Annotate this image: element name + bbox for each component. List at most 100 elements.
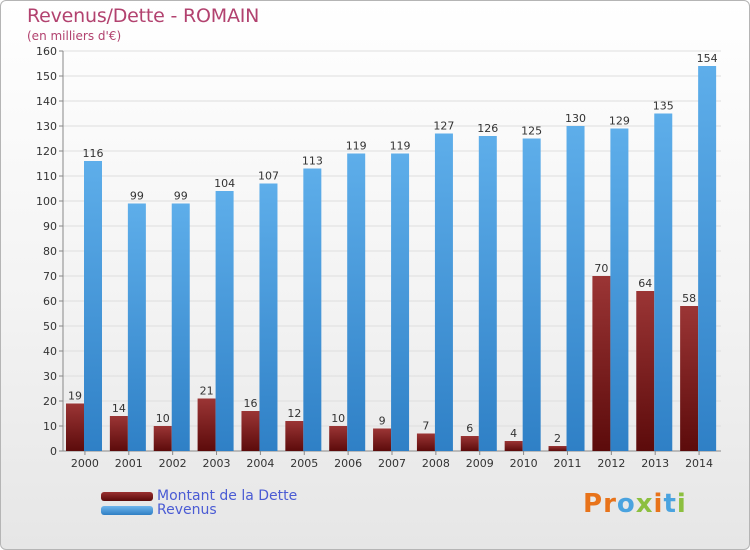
x-tick-label: 2012 xyxy=(597,457,625,470)
y-tick-label: 20 xyxy=(43,395,57,408)
bar-dette xyxy=(548,446,567,451)
legend-label-revenus: Revenus xyxy=(157,502,217,518)
data-label-revenus: 126 xyxy=(477,122,498,135)
x-tick-label: 2008 xyxy=(422,457,450,470)
y-tick-label: 140 xyxy=(36,95,57,108)
data-label-revenus: 154 xyxy=(697,52,718,65)
bar-revenus xyxy=(303,168,322,451)
data-label-revenus: 135 xyxy=(653,100,674,113)
y-tick-label: 120 xyxy=(36,145,57,158)
x-tick-label: 2006 xyxy=(334,457,362,470)
bar-dette xyxy=(66,403,84,451)
logo-letter: r xyxy=(603,489,617,519)
x-tick-label: 2009 xyxy=(466,457,494,470)
data-label-dette: 10 xyxy=(156,412,170,425)
data-label-dette: 7 xyxy=(422,420,429,433)
bar-revenus xyxy=(698,66,717,451)
logo-letter: o xyxy=(616,489,636,519)
y-tick-label: 40 xyxy=(43,345,57,358)
chart-title: Revenus/Dette - ROMAIN xyxy=(27,5,260,27)
legend-item-dette: Montant de la Dette xyxy=(101,488,297,504)
bar-dette xyxy=(460,436,479,451)
data-label-dette: 4 xyxy=(510,427,517,440)
bar-revenus xyxy=(654,113,673,451)
x-tick-label: 2014 xyxy=(685,457,713,470)
data-label-dette: 2 xyxy=(554,432,561,445)
data-label-revenus: 116 xyxy=(83,147,104,160)
y-tick-label: 80 xyxy=(43,245,57,258)
data-label-dette: 9 xyxy=(379,415,386,428)
bar-revenus xyxy=(434,133,453,451)
y-tick-label: 160 xyxy=(36,45,57,58)
data-label-revenus: 125 xyxy=(521,125,542,138)
bar-dette xyxy=(680,306,699,451)
legend-swatch-dette xyxy=(101,491,153,501)
y-tick-label: 70 xyxy=(43,270,57,283)
x-tick-label: 2004 xyxy=(246,457,274,470)
bar-dette xyxy=(592,276,611,451)
logo-letter: i xyxy=(653,489,664,519)
data-label-dette: 70 xyxy=(594,262,608,275)
data-label-dette: 6 xyxy=(466,422,473,435)
bar-dette xyxy=(504,441,523,451)
x-tick-label: 2011 xyxy=(553,457,581,470)
logo-letter: t xyxy=(663,489,677,519)
y-tick-label: 150 xyxy=(36,70,57,83)
bar-revenus xyxy=(566,126,585,451)
data-label-revenus: 130 xyxy=(565,112,586,125)
bar-revenus xyxy=(259,183,278,451)
logo-letter: i xyxy=(676,489,687,519)
bar-revenus xyxy=(522,138,541,451)
y-tick-label: 10 xyxy=(43,420,57,433)
bar-dette xyxy=(416,433,435,451)
bar-dette xyxy=(153,426,172,451)
data-label-dette: 21 xyxy=(200,385,214,398)
data-label-dette: 12 xyxy=(287,407,301,420)
bar-dette xyxy=(329,426,348,451)
legend-swatch-revenus xyxy=(101,505,153,515)
y-tick-label: 90 xyxy=(43,220,57,233)
legend-item-revenus: Revenus xyxy=(101,502,217,518)
bar-revenus xyxy=(478,136,497,451)
y-tick-label: 110 xyxy=(36,170,57,183)
x-tick-label: 2003 xyxy=(203,457,231,470)
data-label-revenus: 129 xyxy=(609,115,630,128)
data-label-revenus: 99 xyxy=(174,190,188,203)
bar-dette xyxy=(109,416,128,451)
bar-dette xyxy=(285,421,304,451)
bar-revenus xyxy=(610,128,629,451)
data-label-revenus: 127 xyxy=(433,120,454,133)
y-tick-label: 100 xyxy=(36,195,57,208)
data-label-revenus: 99 xyxy=(130,190,144,203)
data-label-dette: 10 xyxy=(331,412,345,425)
legend-label-dette: Montant de la Dette xyxy=(157,488,298,504)
data-label-revenus: 119 xyxy=(390,140,411,153)
y-tick-label: 50 xyxy=(43,320,57,333)
bar-revenus xyxy=(215,191,234,451)
bar-revenus xyxy=(391,153,410,451)
bar-dette xyxy=(197,398,216,451)
logo-letter: x xyxy=(635,489,654,519)
data-label-dette: 19 xyxy=(68,390,82,403)
data-label-dette: 64 xyxy=(638,277,652,290)
x-tick-label: 2007 xyxy=(378,457,406,470)
data-label-revenus: 113 xyxy=(302,155,323,168)
bar-revenus xyxy=(347,153,366,451)
data-label-revenus: 107 xyxy=(258,170,279,183)
x-tick-label: 2001 xyxy=(115,457,143,470)
chart-subtitle: (en milliers d'€) xyxy=(27,29,122,43)
bar-dette xyxy=(373,428,392,451)
x-tick-label: 2013 xyxy=(641,457,669,470)
y-tick-label: 0 xyxy=(50,445,57,458)
data-label-dette: 16 xyxy=(243,397,257,410)
bar-revenus xyxy=(127,203,146,451)
data-label-revenus: 104 xyxy=(214,177,235,190)
bar-dette xyxy=(636,291,655,451)
proxiti-logo: Proxiti xyxy=(583,489,687,519)
x-tick-label: 2010 xyxy=(510,457,538,470)
y-tick-label: 30 xyxy=(43,370,57,383)
bar-dette xyxy=(241,411,260,451)
data-label-dette: 14 xyxy=(112,402,126,415)
